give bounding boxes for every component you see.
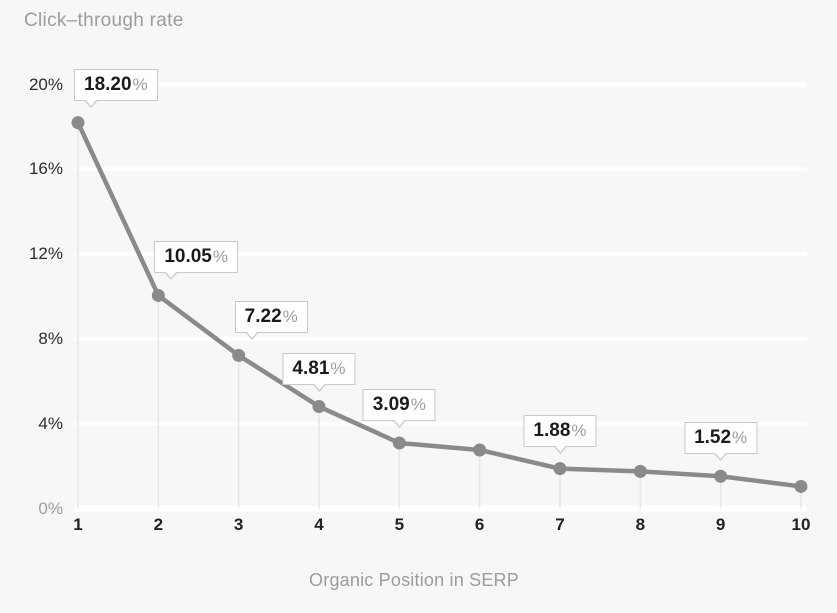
y-tick-label: 16% bbox=[28, 159, 63, 179]
point-label-value: 4.81 bbox=[292, 357, 330, 379]
x-tick-label: 2 bbox=[153, 515, 164, 534]
x-tick-label: 8 bbox=[635, 515, 646, 534]
y-tick-label: 8% bbox=[38, 328, 63, 348]
point-label-value: 1.52 bbox=[694, 427, 732, 449]
point-label-value: 3.09 bbox=[372, 393, 410, 415]
percent-sign: % bbox=[132, 74, 148, 94]
point-label: 10.05% bbox=[154, 241, 238, 281]
x-tick-label: 5 bbox=[394, 515, 405, 534]
point-label: 1.88% bbox=[523, 414, 597, 454]
x-tick-label: 9 bbox=[715, 515, 726, 534]
point-label: 3.09% bbox=[362, 388, 436, 428]
x-tick-label: 7 bbox=[555, 515, 565, 534]
x-tick-label: 10 bbox=[791, 515, 811, 534]
x-tick-label: 4 bbox=[314, 515, 324, 534]
point-label: 18.20% bbox=[74, 68, 158, 108]
ctr-series-line bbox=[75, 120, 804, 489]
percent-sign: % bbox=[330, 358, 346, 378]
data-point bbox=[794, 479, 808, 493]
data-point bbox=[71, 116, 85, 130]
percent-sign: % bbox=[410, 394, 426, 414]
point-label: 7.22% bbox=[234, 301, 308, 341]
chart-title: Click–through rate bbox=[24, 10, 184, 31]
point-label: 1.52% bbox=[684, 422, 758, 462]
point-label: 4.81% bbox=[282, 352, 356, 392]
data-point bbox=[633, 464, 647, 478]
x-tick-label: 3 bbox=[233, 515, 244, 534]
data-point bbox=[392, 436, 406, 450]
data-point bbox=[232, 348, 246, 362]
percent-sign: % bbox=[212, 247, 228, 267]
x-axis-title: Organic Position in SERP bbox=[309, 570, 519, 590]
data-point bbox=[714, 469, 728, 483]
data-point bbox=[312, 400, 326, 414]
data-point bbox=[553, 462, 567, 476]
point-label-value: 10.05 bbox=[164, 246, 212, 268]
percent-sign: % bbox=[732, 428, 748, 448]
data-point bbox=[151, 288, 165, 302]
x-tick-label: 6 bbox=[474, 515, 485, 534]
point-label-value: 18.20 bbox=[84, 73, 132, 95]
data-point bbox=[473, 443, 487, 457]
x-tick-label: 1 bbox=[73, 515, 83, 534]
point-label-value: 1.88 bbox=[533, 419, 571, 441]
point-label-value: 7.22 bbox=[244, 306, 282, 328]
y-tick-label: 12% bbox=[28, 244, 63, 264]
y-tick-label: 20% bbox=[28, 74, 63, 94]
y-tick-label: 0% bbox=[38, 498, 63, 518]
percent-sign: % bbox=[571, 420, 587, 440]
y-tick-label: 4% bbox=[38, 413, 63, 433]
percent-sign: % bbox=[282, 307, 298, 327]
